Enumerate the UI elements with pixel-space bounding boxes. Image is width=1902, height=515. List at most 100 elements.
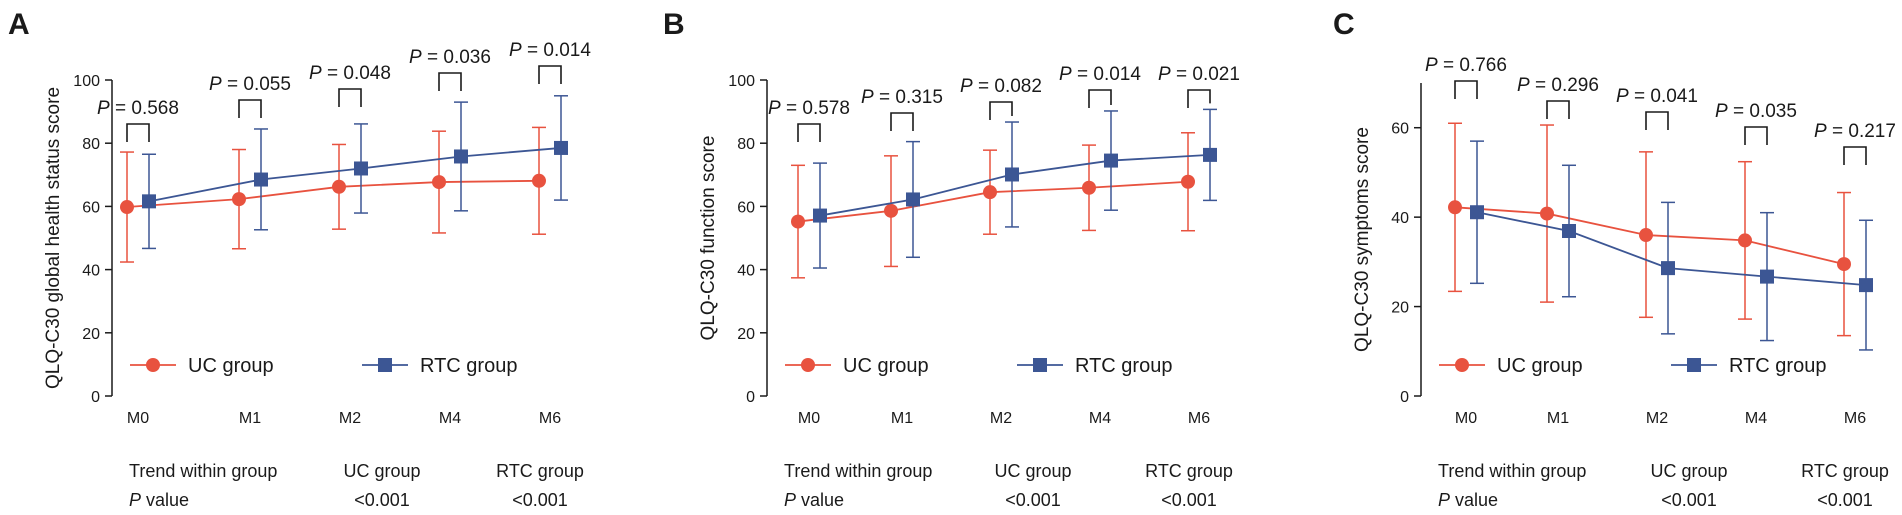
- x-tick-label: M2: [339, 410, 361, 427]
- data-point-uc: [1738, 233, 1752, 248]
- p-value-label: P = 0.568: [97, 98, 179, 119]
- significance-bracket: [438, 72, 462, 91]
- p-value-label: P = 0.036: [409, 47, 491, 68]
- x-tick-label: M4: [439, 410, 461, 427]
- trend-header-uc: UC group: [994, 461, 1071, 481]
- y-tick-label: 80: [737, 136, 755, 153]
- significance-bracket: [1645, 111, 1669, 130]
- chart-panel-a: A 0 20 40 60 80 100 QLQ-C30 global health statu…: [8, 8, 591, 510]
- trend-value-uc: <0.001: [1005, 490, 1061, 510]
- p-value-label: P = 0.055: [209, 74, 291, 95]
- p-value-label: P = 0.035: [1715, 101, 1797, 122]
- y-tick-label: 0: [1400, 389, 1409, 406]
- data-point-rtc: [1859, 278, 1873, 293]
- trend-p-label: P value: [129, 490, 189, 510]
- x-tick-label: M6: [1844, 410, 1866, 427]
- y-tick-label: 0: [91, 389, 100, 406]
- data-point-uc: [1181, 174, 1195, 189]
- trend-value-uc: <0.001: [354, 490, 410, 510]
- data-point-rtc: [1203, 147, 1217, 162]
- significance-bracket: [797, 123, 821, 142]
- data-point-uc: [1837, 257, 1851, 272]
- trend-header-rtc: RTC group: [1145, 461, 1233, 481]
- data-point-rtc: [354, 161, 368, 176]
- y-tick-label: 0: [746, 389, 755, 406]
- legend-label-uc: UC group: [188, 355, 274, 377]
- y-tick-label: 20: [1391, 300, 1409, 317]
- data-point-rtc: [454, 149, 468, 164]
- significance-bracket: [1546, 100, 1570, 119]
- y-tick-label: 40: [82, 263, 100, 280]
- p-value-label: P = 0.578: [768, 98, 850, 119]
- data-point-uc: [532, 173, 546, 188]
- panel-letter: C: [1333, 8, 1355, 41]
- y-tick-label: 80: [82, 136, 100, 153]
- data-point-uc: [1540, 206, 1554, 221]
- data-point-rtc: [1005, 167, 1019, 182]
- legend-label-rtc: RTC group: [1729, 355, 1826, 377]
- y-tick-label: 40: [1391, 210, 1409, 227]
- p-value-label: P = 0.315: [861, 87, 943, 108]
- trend-header-uc: UC group: [1650, 461, 1727, 481]
- trend-label: Trend within group: [784, 461, 932, 481]
- x-tick-label: M4: [1745, 410, 1767, 427]
- significance-bracket: [1744, 126, 1768, 145]
- data-point-uc: [120, 200, 134, 215]
- trend-label: Trend within group: [129, 461, 277, 481]
- data-point-rtc: [254, 172, 268, 187]
- data-point-rtc: [1760, 269, 1774, 284]
- x-tick-label: M6: [1188, 410, 1210, 427]
- data-point-uc: [332, 179, 346, 194]
- legend-marker-rtc: [378, 358, 392, 372]
- x-tick-label: M1: [1547, 410, 1569, 427]
- data-point-uc: [1448, 200, 1462, 215]
- x-tick-label: M6: [539, 410, 561, 427]
- x-tick-label: M0: [127, 410, 149, 427]
- x-tick-label: M1: [891, 410, 913, 427]
- p-value-label: P = 0.014: [1059, 64, 1141, 85]
- significance-bracket: [989, 101, 1013, 120]
- significance-bracket: [126, 123, 150, 142]
- p-value-label: P = 0.048: [309, 63, 391, 84]
- data-point-uc: [791, 214, 805, 229]
- p-value-label: P = 0.766: [1425, 55, 1507, 76]
- p-value-label: P = 0.296: [1517, 75, 1599, 96]
- trend-value-uc: <0.001: [1661, 490, 1717, 510]
- y-axis-label: QLQ-C30 global health status score: [43, 87, 64, 389]
- chart-panel-c: C 0 20 40 60 QLQ-C30 symptoms score M0 M1 M2 M4 M6…: [1333, 8, 1896, 510]
- y-tick-label: 100: [728, 73, 755, 90]
- trend-header-uc: UC group: [343, 461, 420, 481]
- x-tick-label: M0: [1455, 410, 1477, 427]
- trend-value-rtc: <0.001: [1817, 490, 1873, 510]
- significance-bracket: [1454, 80, 1478, 99]
- legend-label-rtc: RTC group: [1075, 355, 1172, 377]
- significance-bracket: [238, 99, 262, 118]
- data-point-rtc: [554, 140, 568, 155]
- trend-value-rtc: <0.001: [1161, 490, 1217, 510]
- y-tick-label: 60: [82, 199, 100, 216]
- legend-label-uc: UC group: [843, 355, 929, 377]
- trend-header-rtc: RTC group: [1801, 461, 1889, 481]
- y-tick-label: 100: [73, 73, 100, 90]
- data-point-rtc: [142, 194, 156, 209]
- p-value-label: P = 0.021: [1158, 64, 1240, 85]
- data-point-uc: [232, 192, 246, 207]
- x-tick-label: M2: [1646, 410, 1668, 427]
- trend-value-rtc: <0.001: [512, 490, 568, 510]
- data-point-uc: [432, 175, 446, 190]
- data-point-uc: [1639, 228, 1653, 243]
- y-tick-label: 60: [737, 199, 755, 216]
- p-value-label: P = 0.082: [960, 76, 1042, 97]
- significance-bracket: [1088, 89, 1112, 108]
- y-axis-label: QLQ-C30 function score: [698, 136, 719, 341]
- data-point-rtc: [1661, 261, 1675, 276]
- data-point-rtc: [1104, 153, 1118, 168]
- data-point-rtc: [813, 208, 827, 223]
- x-tick-label: M1: [239, 410, 261, 427]
- data-point-uc: [983, 185, 997, 200]
- panel-letter: B: [663, 8, 685, 41]
- data-point-rtc: [1562, 224, 1576, 239]
- p-value-label: P = 0.041: [1616, 86, 1698, 107]
- x-tick-label: M4: [1089, 410, 1111, 427]
